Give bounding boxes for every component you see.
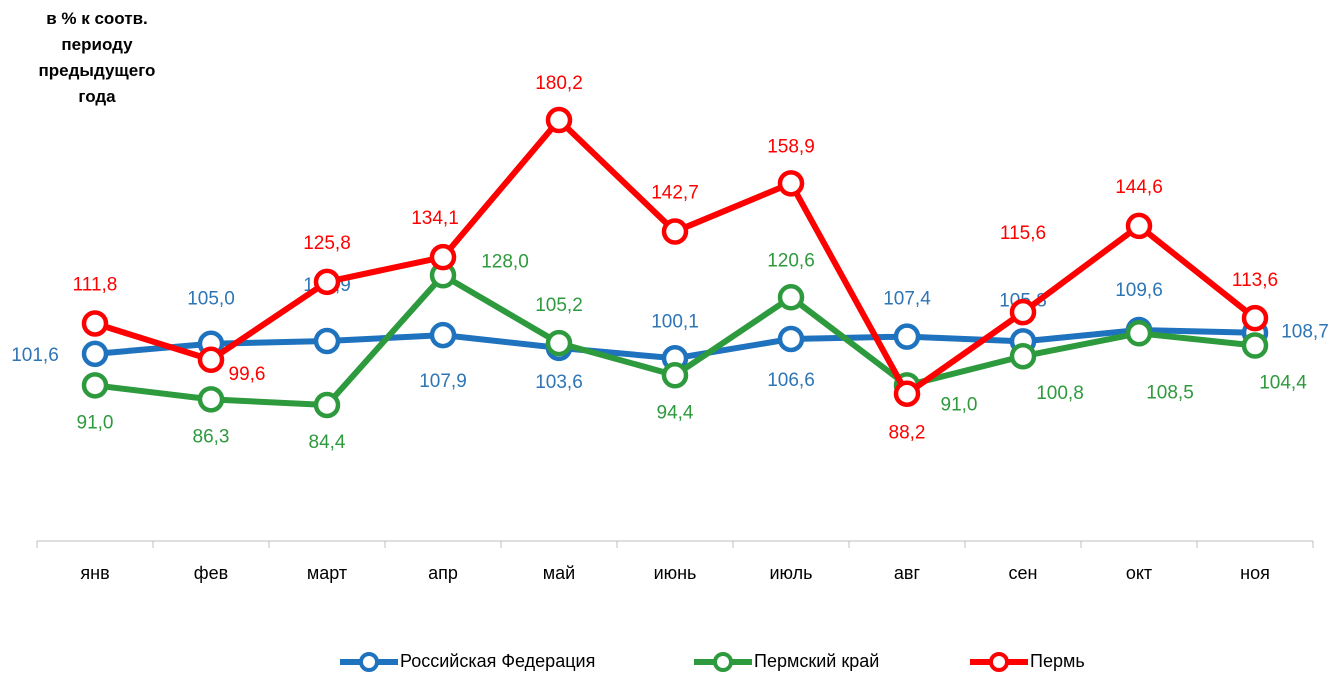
data-label: 180,2 (535, 73, 583, 94)
data-label: 158,9 (767, 136, 815, 157)
data-label: 128,0 (481, 251, 529, 272)
data-label: 144,6 (1115, 177, 1163, 198)
data-label: 125,8 (303, 233, 351, 254)
data-label: 109,6 (1115, 280, 1163, 301)
data-label: 88,2 (889, 423, 926, 444)
marker (545, 106, 573, 134)
data-label: 100,1 (651, 311, 699, 332)
marker (81, 372, 109, 399)
marker (313, 391, 341, 419)
marker (777, 325, 805, 353)
marker (1125, 212, 1153, 240)
marker (313, 268, 341, 296)
data-label: 86,3 (193, 426, 230, 447)
data-label: 107,4 (883, 289, 931, 310)
legend-label: Российская Федерация (400, 651, 595, 671)
marker (81, 340, 109, 368)
legend-marker (359, 652, 379, 672)
marker (81, 310, 109, 337)
marker (197, 386, 225, 413)
data-label: 108,5 (1146, 382, 1194, 403)
series (81, 106, 1269, 407)
x-tick-label: фев (194, 563, 228, 583)
series (81, 262, 1269, 419)
data-label: 120,6 (767, 250, 815, 271)
x-tick-label: окт (1126, 563, 1152, 583)
marker (1241, 304, 1269, 332)
marker (1009, 298, 1037, 326)
data-label: 91,0 (77, 412, 114, 433)
data-label: 101,6 (11, 345, 59, 366)
legend-marker (713, 652, 733, 672)
data-label: 115,6 (1000, 223, 1046, 244)
legend-marker (989, 652, 1009, 672)
x-tick-label: июль (769, 563, 812, 583)
legend-label: Пермь (1030, 651, 1085, 671)
marker (313, 327, 341, 355)
marker (1241, 332, 1269, 359)
chart-title: в % к соотв. периоду предыдущего года (38, 9, 156, 106)
data-label: 111,8 (73, 275, 118, 296)
marker (429, 243, 457, 271)
data-label: 91,0 (941, 394, 978, 415)
marker (197, 346, 225, 374)
data-label: 94,4 (657, 402, 694, 423)
data-label: 104,4 (1259, 373, 1307, 394)
legend-label: Пермский край (754, 651, 879, 671)
data-label: 108,7 (1281, 322, 1329, 343)
x-tick-label: май (543, 563, 575, 583)
x-tick-label: ноя (1240, 563, 1270, 583)
series (81, 316, 1269, 372)
marker (1125, 320, 1153, 347)
data-label: 105,2 (535, 295, 583, 316)
marker (777, 170, 805, 197)
data-label: 99,6 (229, 364, 266, 385)
marker (1009, 342, 1037, 370)
marker (545, 329, 573, 357)
x-tick-label: янв (80, 563, 109, 583)
data-label: 142,7 (651, 183, 699, 204)
data-label: 103,6 (535, 372, 583, 393)
x-tick-label: апр (428, 563, 458, 583)
data-label: 84,4 (309, 432, 346, 453)
marker (429, 321, 457, 349)
marker (893, 380, 921, 407)
data-label: 106,6 (767, 370, 815, 391)
data-label: 134,1 (411, 208, 459, 229)
data-label: 107,9 (419, 371, 467, 392)
data-label: 105,0 (187, 289, 235, 310)
x-tick-label: сен (1009, 563, 1038, 583)
data-label: 113,6 (1232, 270, 1278, 291)
x-tick-label: июнь (654, 563, 697, 583)
x-tick-label: авг (894, 563, 921, 583)
marker (777, 284, 805, 311)
marker (893, 323, 921, 350)
marker (661, 218, 689, 245)
data-label: 100,8 (1036, 383, 1084, 404)
marker (661, 362, 689, 389)
x-tick-label: март (307, 563, 347, 583)
